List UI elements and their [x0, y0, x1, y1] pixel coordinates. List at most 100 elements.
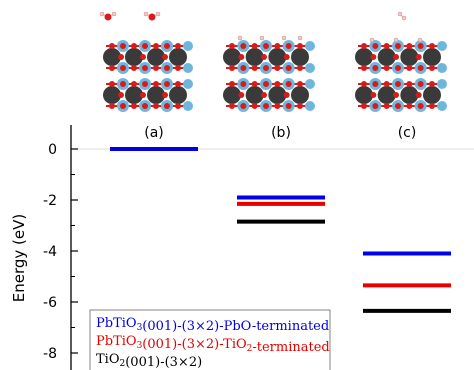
o-atom: [417, 43, 424, 49]
o-atom: [370, 92, 377, 98]
panel-label-b: (b): [271, 125, 291, 141]
legend-entry-3: TiO2(001)-(3×2): [96, 352, 202, 370]
legend-entry-1: PbTiO3(001)-(3×2)-PbO-terminated: [96, 316, 329, 334]
o-atom: [429, 43, 435, 49]
o-atom: [383, 43, 390, 49]
h-atom: [281, 35, 287, 41]
legend-box: [89, 309, 331, 370]
o-atom: [251, 103, 258, 109]
o-atom: [142, 43, 148, 49]
pb-atom: [223, 86, 241, 104]
ti-atom: [437, 41, 447, 51]
pb-atom: [377, 86, 396, 104]
pb-atom: [400, 86, 419, 104]
o-atom: [285, 43, 292, 49]
o-atom: [383, 65, 390, 71]
o-atom: [429, 81, 435, 87]
o-atom: [395, 65, 401, 71]
o-atom: [240, 65, 247, 71]
y-tick-label: -6: [43, 295, 57, 311]
o-atom: [109, 65, 115, 71]
o-atom: [229, 65, 235, 71]
o-atom: [162, 54, 168, 60]
h-atom: [397, 11, 403, 17]
o-atom: [153, 103, 159, 109]
o-atom: [297, 65, 303, 71]
pb-atom: [125, 48, 143, 66]
o-atom: [131, 103, 137, 109]
o-atom: [175, 81, 181, 87]
ti-atom: [305, 41, 315, 51]
ti-atom: [183, 79, 193, 89]
pb-atom: [103, 86, 121, 104]
y-tick-label: -4: [43, 244, 57, 260]
o-atom: [175, 65, 181, 71]
o-atom: [240, 103, 247, 109]
h-atom: [417, 37, 423, 43]
o-atom: [104, 13, 112, 21]
o-atom: [109, 81, 115, 87]
pb-atom: [355, 86, 373, 104]
o-atom: [140, 54, 146, 60]
o-atom: [372, 103, 379, 109]
o-atom: [120, 65, 126, 71]
ti-atom: [305, 101, 315, 111]
o-atom: [383, 81, 390, 87]
o-atom: [118, 92, 124, 98]
o-atom: [229, 43, 235, 49]
o-atom: [142, 103, 148, 109]
o-atom: [240, 81, 247, 87]
o-atom: [251, 43, 258, 49]
o-atom: [285, 103, 292, 109]
structure-panel-b: [223, 40, 315, 112]
structure-panel-a: [103, 40, 193, 112]
o-atom: [120, 43, 126, 49]
o-atom: [429, 103, 435, 109]
o-atom: [406, 65, 413, 71]
ti-atom: [305, 79, 315, 89]
pb-atom: [268, 48, 287, 66]
o-atom: [415, 54, 422, 60]
ti-atom: [305, 63, 315, 73]
o-atom: [238, 92, 245, 98]
pb-atom: [291, 86, 309, 104]
pb-atom: [377, 48, 396, 66]
o-atom: [175, 43, 181, 49]
o-atom: [153, 81, 159, 87]
o-atom: [395, 81, 401, 87]
o-atom: [261, 92, 267, 98]
o-atom: [109, 103, 115, 109]
o-atom: [361, 103, 367, 109]
o-atom: [406, 43, 413, 49]
pb-atom: [223, 48, 241, 66]
o-atom: [263, 81, 269, 87]
legend-entry-2: PbTiO3(001)-(3×2)-TiO2-terminated: [96, 334, 330, 355]
h-atom: [155, 11, 161, 17]
o-atom: [164, 65, 170, 71]
ti-atom: [437, 101, 447, 111]
o-atom: [395, 103, 401, 109]
o-atom: [240, 43, 247, 49]
o-atom: [120, 103, 126, 109]
ti-atom: [183, 63, 193, 73]
o-atom: [131, 65, 137, 71]
o-atom: [274, 65, 281, 71]
o-atom: [118, 54, 124, 60]
pb-atom: [245, 48, 264, 66]
o-atom: [263, 65, 269, 71]
o-atom: [263, 43, 269, 49]
o-atom: [162, 92, 168, 98]
o-atom: [153, 65, 159, 71]
o-atom: [361, 81, 367, 87]
o-atom: [383, 103, 390, 109]
o-atom: [153, 43, 159, 49]
o-atom: [372, 81, 379, 87]
o-atom: [285, 65, 292, 71]
o-atom: [297, 81, 303, 87]
y-tick-label: -8: [43, 346, 57, 362]
o-atom: [131, 43, 137, 49]
o-atom: [263, 103, 269, 109]
o-atom: [131, 81, 137, 87]
o-atom: [370, 54, 377, 60]
o-atom: [274, 43, 281, 49]
